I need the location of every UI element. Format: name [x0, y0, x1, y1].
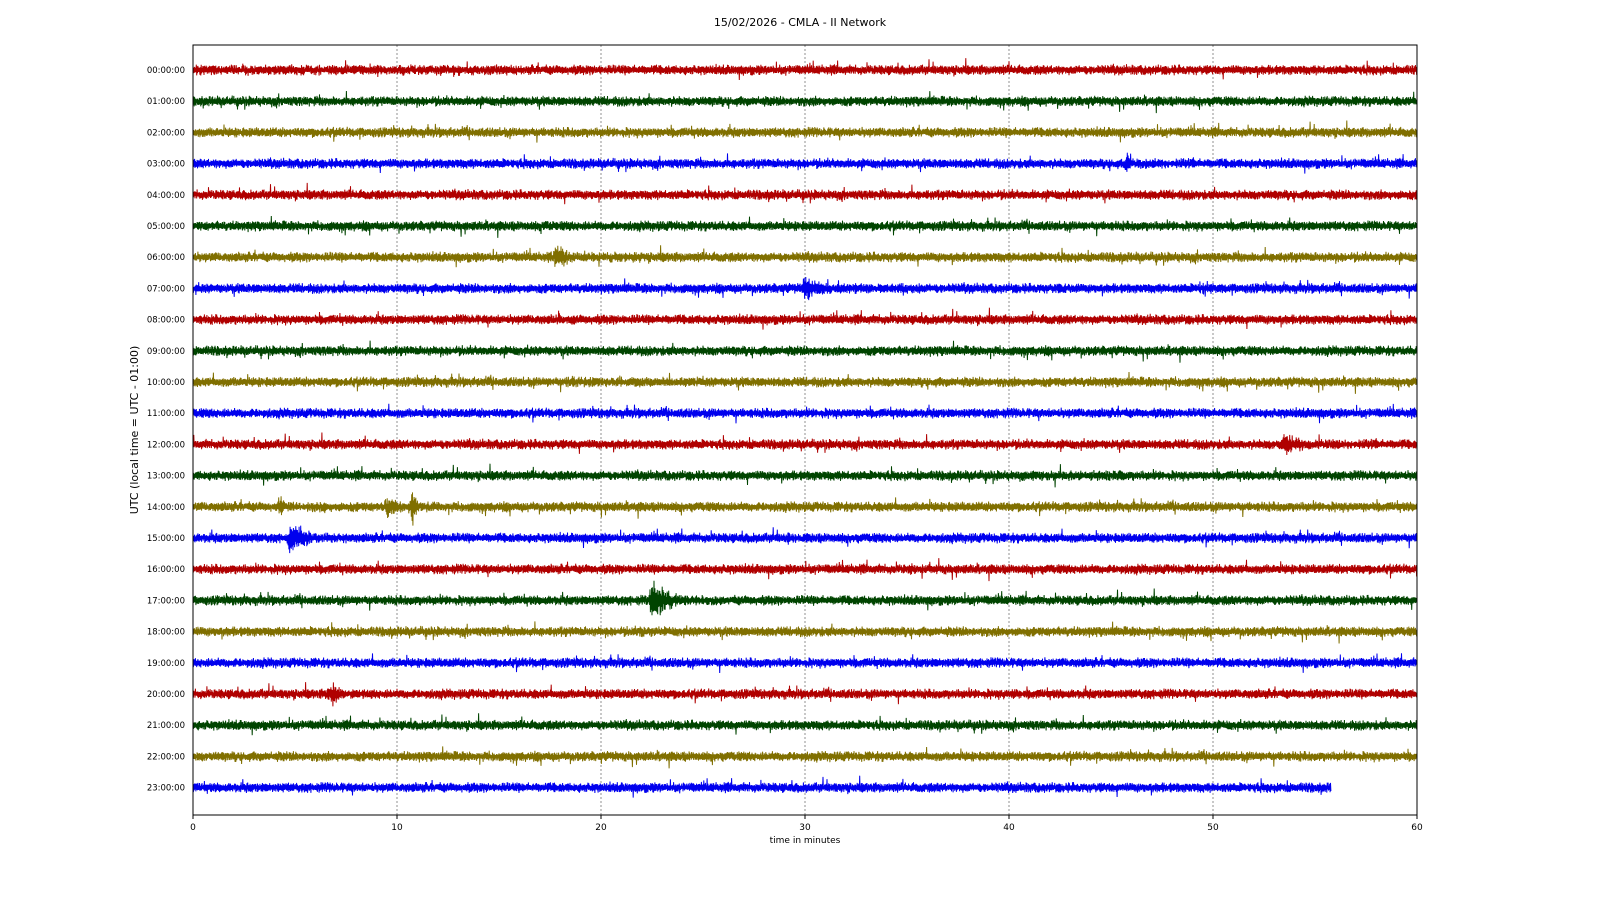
trace-line [192, 403, 1418, 424]
row-time-label: 05:00:00 [147, 222, 185, 232]
trace-line [192, 90, 1418, 114]
row-time-label: 07:00:00 [147, 284, 185, 294]
row-time-label: 21:00:00 [147, 721, 185, 731]
trace-line [192, 653, 1418, 674]
row-time-label: 01:00:00 [147, 97, 185, 107]
row-time-label: 03:00:00 [147, 160, 185, 170]
trace-line [192, 775, 1332, 798]
row-time-label: 12:00:00 [147, 440, 185, 450]
trace-line [192, 525, 1418, 554]
row-time-label: 04:00:00 [147, 191, 185, 201]
trace-line [192, 152, 1418, 174]
trace-line [192, 492, 1418, 526]
x-tick-label: 60 [1411, 823, 1423, 833]
trace-line [192, 682, 1418, 707]
trace-line [192, 432, 1418, 456]
row-labels: 00:00:00 01:00:00 02:00:00 03:00:00 04:00:00… [147, 66, 185, 794]
trace-line [192, 120, 1418, 143]
trace-line [192, 340, 1418, 363]
plot-frame [192, 44, 1418, 816]
row-time-label: 11:00:00 [147, 409, 185, 419]
trace-line [192, 746, 1418, 769]
x-axis-label: time in minutes [770, 836, 841, 846]
row-time-label: 00:00:00 [147, 66, 185, 76]
trace-line [192, 215, 1418, 238]
row-time-label: 02:00:00 [147, 128, 185, 138]
x-tick-label: 20 [595, 823, 607, 833]
trace-line [192, 245, 1418, 268]
x-tick-label: 0 [190, 823, 196, 833]
row-time-label: 15:00:00 [147, 534, 185, 544]
trace-line [192, 580, 1418, 616]
row-time-label: 16:00:00 [147, 565, 185, 575]
x-tick-label: 40 [1003, 823, 1015, 833]
x-tick-label: 10 [391, 823, 403, 833]
trace-line [192, 621, 1418, 644]
row-time-label: 23:00:00 [147, 784, 185, 794]
x-tick-label: 50 [1207, 823, 1219, 833]
row-time-label: 20:00:00 [147, 690, 185, 700]
row-time-label: 18:00:00 [147, 628, 185, 638]
row-time-label: 14:00:00 [147, 503, 185, 513]
trace-line [192, 558, 1418, 582]
trace-line [192, 713, 1418, 736]
trace-line [192, 371, 1418, 394]
x-tick-label: 30 [799, 823, 811, 833]
trace-line [192, 463, 1418, 488]
trace-line [192, 307, 1418, 330]
trace-line [192, 58, 1418, 81]
grid-lines [396, 45, 1214, 815]
x-ticks: 0 10 20 30 40 50 60 [190, 815, 1423, 833]
y-axis-label: UTC (local time = UTC - 01:00) [128, 346, 141, 515]
trace-line [192, 182, 1418, 205]
row-time-label: 22:00:00 [147, 752, 185, 762]
row-time-label: 06:00:00 [147, 253, 185, 263]
row-time-label: 13:00:00 [147, 472, 185, 482]
row-time-label: 08:00:00 [147, 316, 185, 326]
chart-title: 15/02/2026 - CMLA - II Network [714, 16, 887, 29]
trace-group [192, 58, 1418, 798]
row-time-label: 09:00:00 [147, 347, 185, 357]
row-time-label: 17:00:00 [147, 596, 185, 606]
row-time-label: 10:00:00 [147, 378, 185, 388]
trace-line [192, 276, 1418, 301]
row-time-label: 19:00:00 [147, 659, 185, 669]
